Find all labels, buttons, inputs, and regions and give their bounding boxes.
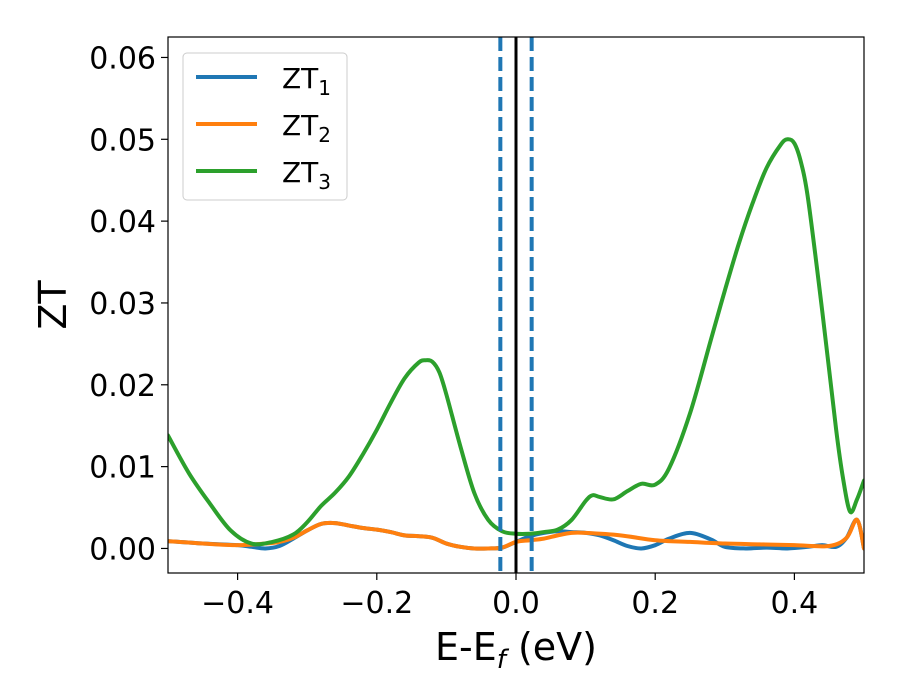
y-tick-label: 0.02	[89, 369, 156, 404]
series-line-3	[168, 137, 864, 547]
series-line-2	[168, 517, 864, 551]
legend: ZT1 ZT2 ZT3	[182, 52, 348, 201]
vline-layer	[498, 37, 534, 573]
y-tick-label: 0.03	[89, 287, 156, 322]
y-axis-title: ZT	[31, 280, 75, 330]
x-axis: −0.4 −0.2 0.0 0.2 0.4	[201, 573, 818, 621]
legend-frame	[182, 52, 348, 201]
x-axis-title-main: E-E	[435, 625, 497, 669]
legend-label-2-main: ZT	[282, 109, 319, 142]
y-tick-label: 0.01	[89, 451, 156, 486]
legend-label-1: ZT1	[282, 62, 331, 100]
y-tick-label: 0.05	[89, 123, 156, 158]
y-axis: 0.00 0.01 0.02 0.03 0.04 0.05 0.06	[89, 41, 168, 567]
legend-label-2: ZT2	[282, 109, 331, 147]
x-tick-label: −0.4	[201, 586, 274, 621]
y-tick-label: 0.00	[89, 532, 156, 567]
legend-label-3: ZT3	[282, 156, 331, 194]
x-axis-title-unit: (eV)	[506, 625, 597, 669]
x-axis-title: E-Ef (eV)	[435, 625, 597, 675]
y-tick-label: 0.04	[89, 205, 156, 240]
x-tick-label: −0.2	[340, 586, 413, 621]
legend-label-3-subscript: 3	[318, 170, 331, 194]
y-tick-label: 0.06	[89, 41, 156, 76]
x-tick-label: 0.2	[631, 586, 679, 621]
legend-entry-1: ZT1	[196, 62, 331, 100]
x-tick-label: 0.4	[771, 586, 819, 621]
legend-entry-2: ZT2	[196, 109, 331, 147]
series-layer	[168, 137, 864, 551]
legend-entry-3: ZT3	[196, 156, 331, 194]
legend-label-2-subscript: 2	[318, 123, 331, 147]
legend-label-1-main: ZT	[282, 62, 319, 95]
legend-label-3-main: ZT	[282, 156, 319, 189]
x-tick-label: 0.0	[492, 586, 540, 621]
legend-label-1-subscript: 1	[318, 76, 331, 100]
